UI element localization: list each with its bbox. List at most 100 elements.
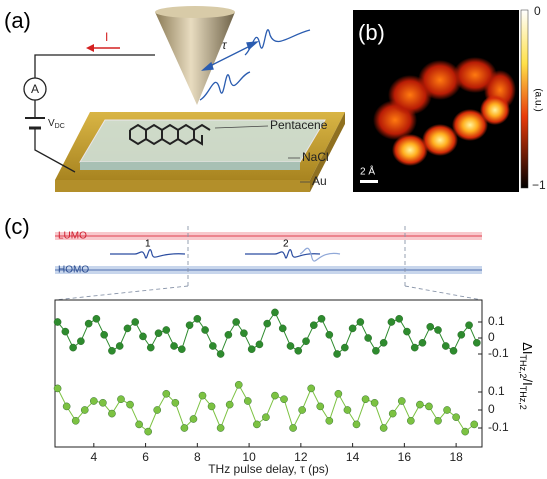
data-point	[450, 347, 457, 354]
data-point	[63, 403, 70, 410]
pulse-label: 2	[283, 239, 289, 250]
lumo-label: LUMO	[58, 231, 87, 242]
data-point	[365, 334, 372, 341]
y-axis-label-part: THz,2	[518, 355, 528, 379]
layer-label: Pentacene	[270, 118, 328, 132]
data-point	[199, 392, 206, 399]
data-point	[70, 344, 77, 351]
data-point	[398, 397, 405, 404]
y-tick-label: 0	[488, 402, 495, 416]
data-point	[403, 328, 410, 335]
scale-bar-label: 2 Å	[360, 165, 375, 178]
data-point	[318, 315, 325, 322]
y-tick-label: -0.1	[488, 420, 509, 434]
y-axis-label: ΔITHz,2/ITHz,2	[518, 342, 535, 410]
data-point	[349, 325, 356, 332]
data-point	[194, 315, 201, 322]
voltage-sub: DC	[55, 123, 65, 130]
data-point	[333, 350, 340, 357]
data-point	[326, 331, 333, 338]
data-point	[178, 346, 185, 353]
data-point	[136, 421, 143, 428]
data-point	[308, 385, 315, 392]
data-point	[163, 390, 170, 397]
data-point	[116, 342, 123, 349]
data-point	[434, 326, 441, 333]
data-point	[139, 333, 146, 340]
y-tick-label: -0.1	[488, 346, 509, 360]
delay-label: τ	[222, 38, 228, 52]
data-point	[93, 315, 100, 322]
data-point	[90, 397, 97, 404]
data-point	[442, 342, 449, 349]
data-point	[126, 401, 133, 408]
data-point	[458, 331, 465, 338]
data-point	[225, 331, 232, 338]
x-tick-label: 16	[398, 450, 412, 464]
colorbar-min: −1	[532, 178, 546, 192]
data-point	[132, 318, 139, 325]
data-point	[72, 417, 79, 424]
pulse-label: 1	[145, 239, 151, 250]
y-tick-label: 0.1	[488, 314, 505, 328]
current-arrow	[86, 44, 120, 52]
data-point	[235, 381, 242, 388]
data-point	[233, 318, 240, 325]
layer-label: Au	[312, 174, 327, 188]
x-tick-label: 6	[142, 450, 149, 464]
data-point	[287, 342, 294, 349]
data-point	[419, 339, 426, 346]
plot: -0.100.1ΔITHz,2/ITHz,2-0.100.14681012141…	[54, 309, 535, 476]
data-point	[208, 403, 215, 410]
data-point	[264, 320, 271, 327]
data-point	[77, 338, 84, 345]
data-point	[462, 428, 469, 435]
data-point	[262, 414, 269, 421]
data-point	[344, 406, 351, 413]
voltage-label: VDC	[48, 118, 65, 130]
data-point	[372, 347, 379, 354]
data-point	[154, 406, 161, 413]
data-point	[295, 347, 302, 354]
data-point	[124, 325, 131, 332]
data-point	[54, 385, 61, 392]
colorbar-max: 0	[534, 4, 541, 18]
panel-label: (c)	[4, 214, 30, 239]
figure: (a) A VDC I τ Pentacene NaCl Au	[0, 0, 547, 479]
data-point	[145, 428, 152, 435]
data-point	[217, 424, 224, 431]
data-point	[170, 342, 177, 349]
layer-label: NaCl	[302, 150, 329, 164]
data-point	[425, 403, 432, 410]
homo-label: HOMO	[58, 265, 89, 276]
data-point	[453, 414, 460, 421]
series-line	[58, 385, 475, 432]
data-point	[465, 322, 472, 329]
data-point	[427, 323, 434, 330]
y-axis-label-part: ΔI	[520, 342, 535, 354]
x-tick-label: 4	[90, 450, 97, 464]
data-point	[357, 318, 364, 325]
x-tick-label: 14	[346, 450, 360, 464]
data-point	[217, 350, 224, 357]
data-point	[99, 399, 106, 406]
data-point	[299, 406, 306, 413]
data-point	[155, 330, 162, 337]
data-point	[411, 344, 418, 351]
data-point	[190, 415, 197, 422]
data-point	[271, 392, 278, 399]
data-point	[244, 397, 251, 404]
data-point	[181, 424, 188, 431]
ammeter-label: A	[31, 82, 39, 96]
data-point	[380, 424, 387, 431]
data-point	[353, 421, 360, 428]
data-point	[317, 403, 324, 410]
data-point	[289, 424, 296, 431]
data-point	[147, 344, 154, 351]
panel-label: (b)	[358, 20, 385, 45]
data-point	[341, 344, 348, 351]
page: {"panel_a": {"label": "(a)", "current": …	[0, 0, 547, 479]
data-point	[226, 401, 233, 408]
data-point	[85, 320, 92, 327]
data-point	[62, 328, 69, 335]
